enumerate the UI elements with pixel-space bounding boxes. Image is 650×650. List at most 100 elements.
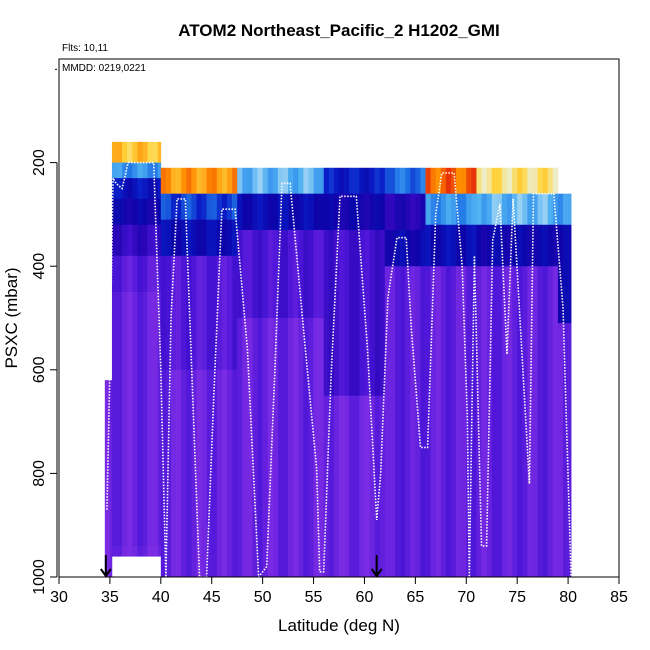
heatmap-cell — [456, 193, 462, 226]
heatmap-cell — [507, 167, 513, 194]
heatmap-cell — [232, 193, 238, 220]
heatmap-cell — [157, 545, 162, 557]
heatmap-cell — [196, 255, 202, 371]
heatmap-cell — [247, 229, 253, 319]
heatmap-cell — [288, 229, 294, 319]
heatmap-cell — [405, 167, 411, 194]
plot-frame — [58, 58, 620, 578]
heatmap-cell — [171, 219, 177, 257]
heatmap-cell — [552, 224, 559, 267]
heatmap-cell — [542, 167, 549, 194]
heatmap-cell — [491, 266, 498, 578]
heatmap-cell — [267, 193, 274, 231]
heatmap-cell — [308, 318, 314, 578]
heatmap-cell — [111, 198, 118, 226]
heatmap-cell — [568, 193, 572, 226]
heatmap-cell — [415, 167, 421, 194]
x-tick-label: 60 — [356, 589, 374, 606]
x-tick-label: 35 — [101, 589, 119, 606]
heatmap-cell — [532, 167, 538, 194]
heatmap-cell — [206, 219, 213, 257]
heatmap-cell — [507, 266, 513, 578]
heatmap-cell — [379, 395, 386, 578]
heatmap-cell — [127, 224, 133, 257]
heatmap-cell — [542, 224, 549, 267]
heatmap-cell — [152, 292, 159, 547]
heatmap-cell — [262, 229, 269, 319]
heatmap-cell — [354, 229, 360, 396]
heatmap-cell — [288, 193, 294, 231]
heatmap-cell — [283, 193, 289, 231]
heatmap-cell — [152, 162, 159, 179]
heatmap-cell — [496, 224, 503, 267]
heatmap-cell — [201, 167, 207, 194]
heatmap-cell — [137, 178, 143, 200]
heatmap-cell — [127, 545, 133, 557]
heatmap-cell — [109, 380, 113, 422]
heatmap-cell — [303, 229, 309, 319]
x-tick-label: 30 — [50, 589, 68, 606]
heatmap-cell — [451, 266, 457, 578]
heatmap-cell — [328, 167, 335, 194]
heatmap-cell — [410, 266, 416, 578]
heatmap-cell — [440, 193, 447, 226]
heatmap-cell — [532, 193, 538, 226]
heatmap-cell — [517, 224, 523, 267]
heatmap-cell — [501, 167, 508, 194]
heatmap-cell — [267, 229, 274, 319]
heatmap-cell — [221, 219, 228, 257]
heatmap-cell — [147, 162, 153, 179]
heatmap-cell — [211, 369, 218, 578]
heatmap-cell — [400, 193, 406, 231]
heatmap-cell — [517, 167, 523, 194]
heatmap-cell — [152, 141, 159, 163]
heatmap-cell — [522, 193, 528, 226]
heatmap-cell — [379, 167, 386, 194]
heatmap-cell — [384, 193, 391, 231]
heatmap-cell — [557, 193, 564, 226]
heatmap-cell — [122, 141, 128, 163]
heatmap-cell — [491, 224, 498, 267]
heatmap-cell — [547, 193, 554, 226]
heatmap-cell — [283, 318, 289, 578]
heatmap-cell — [486, 167, 493, 194]
heatmap-cell — [181, 193, 187, 220]
heatmap-cell — [563, 224, 569, 324]
heatmap-cell — [221, 369, 228, 578]
heatmap-cell — [127, 178, 133, 200]
heatmap-cell — [277, 318, 284, 578]
heatmap-cell — [111, 141, 118, 163]
x-tick-label: 45 — [203, 589, 221, 606]
arrow-head — [100, 568, 112, 578]
heatmap-cell — [471, 266, 477, 578]
heatmap-cell — [132, 255, 138, 293]
heatmap-cell — [328, 229, 335, 396]
heatmap-cell — [451, 193, 457, 226]
heatmap-cell — [496, 266, 503, 578]
heatmap-cell — [232, 255, 238, 371]
heatmap-cell — [132, 224, 138, 257]
heatmap-cell — [211, 193, 218, 220]
heatmap-cell — [157, 292, 162, 547]
heatmap-cell — [507, 224, 513, 267]
heatmap-cell — [425, 266, 431, 578]
heatmap-cell — [157, 141, 162, 163]
heatmap-cell — [349, 229, 355, 396]
heatmap-cell — [252, 229, 258, 319]
heatmap-cell — [181, 369, 187, 578]
heatmap-cell — [165, 219, 172, 257]
heatmap-cell — [471, 167, 477, 194]
heatmap-cell — [147, 255, 153, 293]
heatmap-cell — [191, 255, 197, 371]
heatmap-cell — [272, 229, 279, 319]
heatmap-cell — [354, 167, 360, 194]
heatmap-cell — [471, 224, 477, 267]
heatmap-cell — [481, 224, 487, 267]
heatmap-cell — [191, 193, 197, 220]
heatmap-cell — [303, 167, 309, 194]
heatmap-cell — [507, 193, 513, 226]
heatmap-cell — [384, 167, 391, 194]
heatmap-cell — [359, 229, 365, 396]
heatmap-cell — [303, 318, 309, 578]
heatmap-cell — [142, 292, 148, 547]
